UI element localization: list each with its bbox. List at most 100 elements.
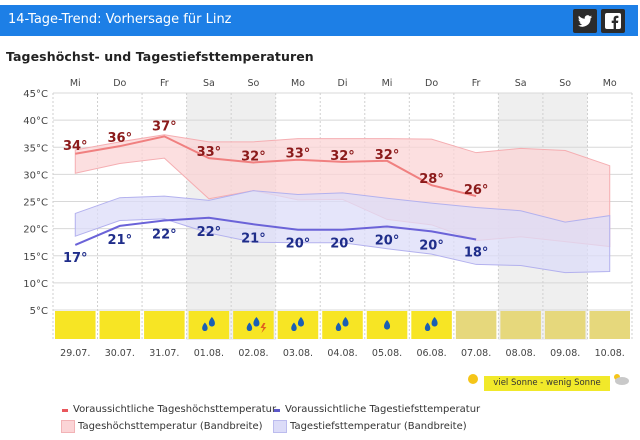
rain-drop bbox=[335, 322, 342, 332]
max-temp-label: 36° bbox=[108, 131, 133, 146]
date-label: 05.08. bbox=[372, 348, 402, 359]
legend-max-line-swatch bbox=[62, 409, 68, 412]
rain-icon bbox=[202, 317, 215, 332]
section-title: Tageshöchst- und Tagestiefsttemperaturen bbox=[6, 49, 314, 64]
date-label: 31.07. bbox=[149, 348, 179, 359]
weekday-label: Sa bbox=[203, 78, 215, 89]
sun-scale-badge: viel Sonne - wenig Sonne bbox=[484, 376, 610, 391]
weekday-label: Di bbox=[338, 78, 348, 89]
weather-box bbox=[144, 311, 185, 339]
min-temp-label: 20° bbox=[330, 237, 355, 252]
rain-icon bbox=[424, 317, 438, 332]
weekday-label: Mi bbox=[382, 78, 393, 89]
legend-min-line-swatch bbox=[274, 409, 280, 412]
y-tick-label: 35°C bbox=[23, 143, 48, 154]
max-temp-label: 34° bbox=[63, 139, 88, 154]
date-label: 29.07. bbox=[60, 348, 90, 359]
min-temp-label: 18° bbox=[464, 245, 489, 260]
min-temp-label: 20° bbox=[419, 238, 444, 253]
legend-min-band-swatch bbox=[273, 420, 287, 433]
date-label: 06.08. bbox=[416, 348, 446, 359]
min-temp-label: 22° bbox=[197, 225, 222, 240]
min-temp-label: 20° bbox=[286, 237, 311, 252]
max-temp-label: 37° bbox=[152, 119, 177, 134]
max-temp-label: 33° bbox=[286, 147, 311, 162]
date-label: 30.07. bbox=[105, 348, 135, 359]
date-label: 02.08. bbox=[238, 348, 268, 359]
facebook-share-button[interactable] bbox=[601, 9, 625, 33]
weekday-label: Sa bbox=[515, 78, 527, 89]
weather-box bbox=[233, 311, 274, 339]
rain-drop bbox=[202, 322, 208, 332]
legend-min-band-label: Tagestiefsttemperatur (Bandbreite) bbox=[290, 421, 467, 432]
legend-max-band-label: Tageshöchsttemperatur (Bandbreite) bbox=[78, 421, 263, 432]
rain-drop bbox=[384, 320, 391, 330]
weekday-label: Mi bbox=[70, 78, 81, 89]
y-tick-label: 5°C bbox=[30, 306, 48, 317]
weather-box bbox=[589, 311, 630, 339]
rain-drop bbox=[253, 317, 260, 327]
date-label: 03.08. bbox=[283, 348, 313, 359]
app-header: 14-Tage-Trend: Vorhersage für Linz bbox=[0, 5, 638, 36]
weekday-label: So bbox=[559, 78, 571, 89]
twitter-icon bbox=[577, 15, 592, 27]
y-tick-label: 30°C bbox=[23, 170, 48, 181]
sun-icon bbox=[468, 374, 478, 384]
lightning-bolt bbox=[260, 323, 267, 333]
weather-box bbox=[55, 311, 96, 339]
weekday-label: Do bbox=[113, 78, 126, 89]
date-label: 08.08. bbox=[506, 348, 536, 359]
max-temp-label: 32° bbox=[375, 148, 400, 163]
y-tick-label: 45°C bbox=[23, 89, 48, 100]
weather-box bbox=[277, 311, 319, 339]
legend-max-line-label: Voraussichtliche Tageshöchsttemperatur bbox=[73, 404, 277, 415]
max-temp-label: 32° bbox=[330, 149, 355, 164]
rain-drop bbox=[342, 317, 349, 327]
legend-max-band-swatch bbox=[61, 420, 75, 433]
rain-drop bbox=[431, 317, 438, 327]
rain-thunder-icon bbox=[246, 317, 267, 333]
y-tick-label: 10°C bbox=[23, 279, 48, 290]
weekday-label: So bbox=[248, 78, 260, 89]
date-label: 04.08. bbox=[327, 348, 357, 359]
weekday-label: Fr bbox=[160, 78, 169, 89]
twitter-share-button[interactable] bbox=[573, 9, 597, 33]
cloud-icon bbox=[614, 374, 629, 385]
y-tick-label: 15°C bbox=[23, 252, 48, 263]
rain-icon bbox=[335, 317, 349, 332]
date-label: 10.08. bbox=[595, 348, 625, 359]
rain-drop bbox=[208, 317, 215, 327]
weekday-label: Mo bbox=[291, 78, 305, 89]
y-tick-label: 20°C bbox=[23, 225, 48, 236]
weekday-label: Fr bbox=[472, 78, 481, 89]
max-temp-label: 26° bbox=[464, 183, 489, 198]
date-label: 07.08. bbox=[461, 348, 491, 359]
weather-box bbox=[500, 311, 541, 339]
facebook-icon bbox=[605, 13, 621, 29]
weather-box bbox=[322, 311, 363, 339]
rain-drop bbox=[297, 317, 304, 327]
weather-box bbox=[544, 311, 586, 339]
min-temp-label: 21° bbox=[108, 233, 133, 248]
rain-drop bbox=[246, 322, 253, 332]
min-temp-label: 21° bbox=[241, 231, 266, 246]
weekday-label: Do bbox=[425, 78, 438, 89]
min-temp-band bbox=[74, 190, 611, 274]
weather-box bbox=[188, 311, 230, 339]
min-temp-label: 17° bbox=[63, 251, 88, 266]
max-temp-label: 32° bbox=[241, 149, 266, 164]
rain-drop bbox=[291, 322, 297, 332]
min-temp-label: 22° bbox=[152, 227, 177, 242]
max-temp-label: 33° bbox=[197, 145, 222, 160]
rain-drop bbox=[424, 322, 431, 332]
rain-icon bbox=[384, 320, 391, 330]
header-title: 14-Tage-Trend: Vorhersage für Linz bbox=[8, 12, 232, 27]
weekday-label: Mo bbox=[603, 78, 617, 89]
max-temp-label: 28° bbox=[419, 172, 444, 187]
y-tick-label: 25°C bbox=[23, 198, 48, 209]
date-label: 09.08. bbox=[550, 348, 580, 359]
y-tick-label: 40°C bbox=[23, 116, 48, 127]
legend-min-line-label: Voraussichtliche Tagestiefsttemperatur bbox=[285, 404, 481, 415]
rain-icon bbox=[291, 317, 304, 332]
